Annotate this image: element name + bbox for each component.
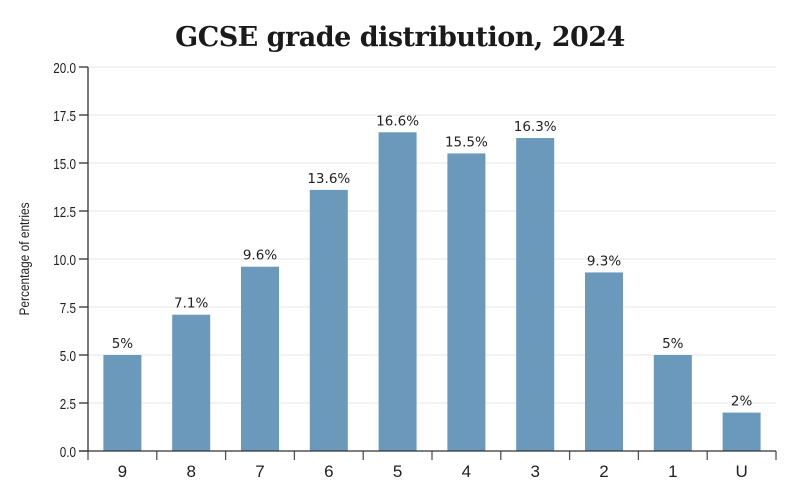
bar-5 [378,132,417,451]
x-tick-label: 2 [599,462,608,481]
x-tick-label: 5 [393,462,402,481]
y-tick-label: 7.5 [60,300,76,317]
data-label: 16.6% [376,113,419,129]
chart-title: GCSE grade distribution, 2024 [175,22,625,53]
data-label: 2% [731,394,753,410]
y-tick-label: 5.0 [60,348,76,365]
bar-3 [516,138,555,452]
y-tick-label: 12.5 [53,204,76,221]
x-tick-label: 4 [462,462,471,481]
data-label: 16.3% [514,119,557,135]
x-tick-label: U [735,462,747,481]
data-label: 9.3% [587,253,621,269]
bar-4 [447,153,486,451]
data-label: 5% [662,336,684,352]
y-tick-label: 0.0 [60,444,76,461]
x-tick-label: 8 [186,462,195,481]
bar-2 [585,272,623,451]
x-tick-label: 1 [668,462,677,481]
data-label: 5% [112,336,134,352]
y-axis-label: Percentage of entries [16,202,32,316]
bar-6 [309,189,348,451]
bar-9 [103,355,142,451]
x-tick-label: 9 [118,462,127,481]
bar-1 [653,355,692,451]
bar-7 [241,266,279,451]
y-tick-label: 17.5 [53,108,76,125]
y-tick-label: 2.5 [60,396,76,413]
y-tick-label: 15.0 [53,156,76,173]
data-label: 15.5% [445,134,488,150]
x-tick-label: 3 [530,462,539,481]
y-tick-label: 10.0 [53,252,76,269]
y-tick-label: 20.0 [53,60,76,77]
data-label: 7.1% [174,296,208,312]
bar-8 [172,314,211,451]
data-label: 13.6% [307,171,350,187]
data-label: 9.6% [243,248,277,264]
bar-U [722,412,761,451]
x-tick-label: 6 [324,462,333,481]
x-tick-label: 7 [255,462,264,481]
